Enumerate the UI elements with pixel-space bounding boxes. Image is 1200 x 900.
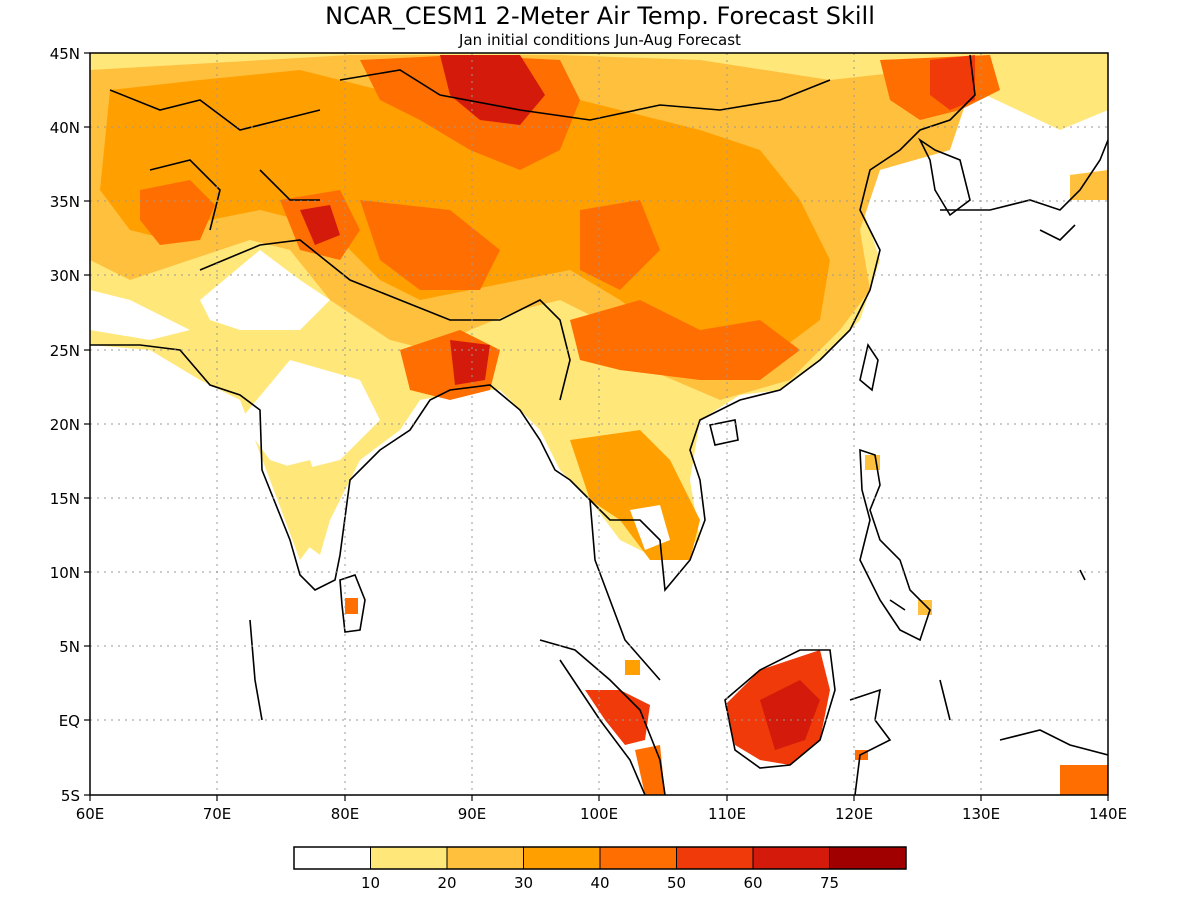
- colorbar-swatch: [370, 846, 448, 870]
- shade-orange-deep: [100, 70, 830, 360]
- border-china-north: [339, 69, 831, 121]
- coast-hainan: [709, 419, 739, 446]
- coast-srilanka: [339, 574, 366, 633]
- shade-darkred-mongolia: [440, 55, 545, 125]
- colorbar-frame: [293, 846, 907, 870]
- shade-malaya: [625, 660, 640, 675]
- colorbar-label: 60: [743, 874, 762, 892]
- shade-indochina: [570, 430, 700, 560]
- lat-tick-label: 25N: [50, 342, 80, 360]
- lon-tick-label: 70E: [203, 805, 232, 823]
- map-title: NCAR_CESM1 2-Meter Air Temp. Forecast Sk…: [325, 2, 875, 30]
- shade-darkred-korea: [930, 55, 975, 110]
- lat-tick-label: 20N: [50, 416, 80, 434]
- lat-tick-label: 40N: [50, 119, 80, 137]
- colorbar-swatch: [752, 846, 830, 870]
- coast-borneo: [724, 649, 836, 769]
- shade-red-iran: [140, 180, 215, 245]
- colorbar: 10 20 30 40 50 60 75: [293, 846, 907, 892]
- coast-newguinea: [999, 729, 1108, 756]
- shade-white-west: [90, 290, 190, 340]
- coast-indochina: [589, 54, 976, 592]
- coastlines: [90, 54, 1108, 795]
- coast-taiwan: [859, 343, 879, 392]
- shade-bengal-dark: [450, 340, 490, 385]
- graticule: [90, 53, 1108, 795]
- lon-tick-label: 60E: [76, 805, 105, 823]
- colorbar-swatch: [446, 846, 524, 870]
- coast-arabia-india: [90, 344, 661, 681]
- tick-marks: [84, 52, 1109, 801]
- shade-red-tibet: [360, 200, 500, 290]
- colorbar-label: 10: [361, 874, 380, 892]
- shade-sumatra-south: [635, 745, 665, 795]
- shade-darkred-himalaya: [300, 205, 340, 245]
- colorbar-swatch: [676, 846, 754, 870]
- lon-tick-label: 80E: [331, 805, 360, 823]
- shade-borneo-dark: [760, 680, 820, 750]
- shade-japan: [1070, 170, 1108, 200]
- lat-tick-label: 30N: [50, 267, 80, 285]
- colorbar-swatch: [293, 846, 371, 870]
- colorbar-swatch: [599, 846, 677, 870]
- colorbar-label: 75: [820, 874, 839, 892]
- shade-red-china-mid: [580, 200, 660, 290]
- shade-india-strip: [270, 460, 330, 555]
- lon-tick-label: 110E: [708, 805, 746, 823]
- border-sea-islands: [249, 569, 1086, 721]
- lat-tick-label: 5S: [61, 787, 80, 805]
- shade-srilanka: [345, 598, 358, 614]
- shade-red-south-china: [570, 300, 800, 380]
- colorbar-label: 30: [514, 874, 533, 892]
- coast-sumatra: [539, 639, 666, 795]
- border-central: [109, 89, 321, 231]
- lat-tick-label: 35N: [50, 193, 80, 211]
- shade-indochina-white: [630, 505, 670, 550]
- shade-newguinea: [1060, 765, 1108, 795]
- lat-tick-label: 10N: [50, 564, 80, 582]
- shade-mindanao: [918, 600, 932, 615]
- lat-labels: 45N 40N 35N 30N 25N 20N 15N 10N 5N EQ 5S: [50, 45, 80, 805]
- colorbar-label: 20: [437, 874, 456, 892]
- border-himalaya: [199, 239, 571, 401]
- map-subtitle: Jan initial conditions Jun-Aug Forecast: [458, 31, 741, 49]
- coast-japan: [940, 139, 1108, 241]
- lon-tick-label: 140E: [1089, 805, 1127, 823]
- lat-tick-label: EQ: [59, 712, 80, 730]
- coast-korea: [917, 137, 971, 217]
- lat-tick-label: 15N: [50, 490, 80, 508]
- lon-tick-label: 120E: [835, 805, 873, 823]
- shade-sumatra: [585, 690, 650, 745]
- coast-sulawesi: [849, 688, 892, 795]
- coast-philippines: [859, 448, 931, 642]
- lon-tick-label: 130E: [962, 805, 1000, 823]
- lat-tick-label: 5N: [59, 638, 80, 656]
- colorbar-swatch: [829, 846, 907, 870]
- lon-tick-label: 100E: [580, 805, 618, 823]
- shade-white-india: [200, 250, 330, 330]
- colorbar-swatch: [523, 846, 601, 870]
- lon-tick-label: 90E: [458, 805, 487, 823]
- lat-tick-label: 45N: [50, 45, 80, 63]
- lon-labels: 60E 70E 80E 90E 100E 110E 120E 130E 140E: [76, 805, 1127, 823]
- colorbar-label: 40: [590, 874, 609, 892]
- shade-white-deccan: [240, 360, 380, 470]
- colorbar-label: 50: [667, 874, 686, 892]
